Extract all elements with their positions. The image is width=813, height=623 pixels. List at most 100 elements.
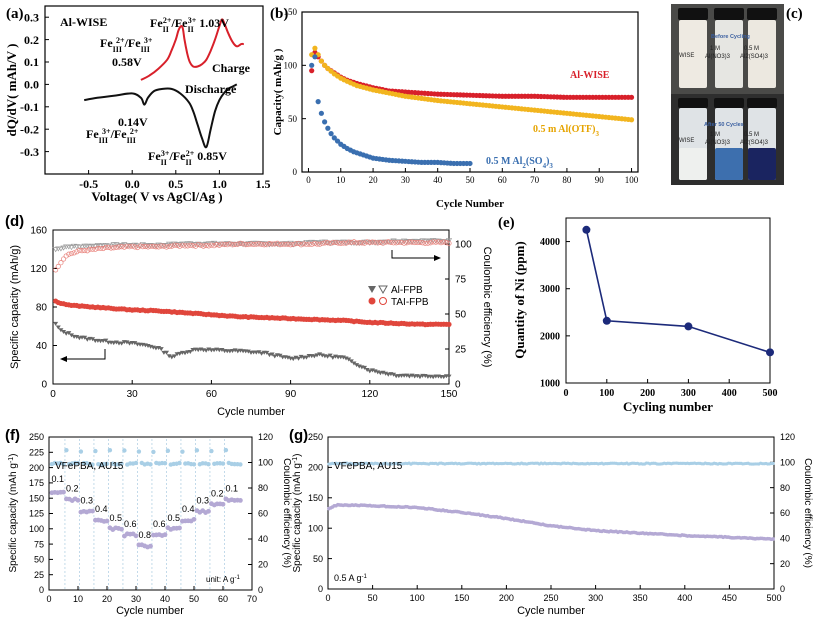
series-point <box>328 131 334 137</box>
ce-point-tai-fpb <box>227 241 233 247</box>
ce-point-tai-fpb <box>282 241 288 248</box>
ce-point-tai-fpb <box>348 239 354 246</box>
capacity-point-al-fpb <box>158 347 164 352</box>
y-tick-label: 0 <box>293 167 298 177</box>
ce-point-tai-fpb <box>443 240 449 246</box>
ce-point <box>209 448 214 454</box>
rate-label: 0.3 <box>196 496 209 506</box>
panel-g-y2label: Coulombic efficiency (%) <box>802 458 813 568</box>
ce-point-tai-fpb <box>119 244 125 250</box>
ce-point-tai-fpb <box>113 244 119 250</box>
ce-point-tai-fpb <box>417 239 423 245</box>
series-point <box>334 138 341 144</box>
ce-point-al-fpb <box>266 242 273 248</box>
panel-g-axes: 0 50 100 150 200 250 300 350 400 450 5000501001502… <box>308 432 795 603</box>
ce-point-tai-fpb <box>354 240 360 246</box>
ce-point-tai-fpb <box>311 241 317 247</box>
vial-cap-top <box>747 8 777 20</box>
ce-point-tai-fpb <box>198 242 204 248</box>
x-tick-label: 70 <box>530 175 540 185</box>
panel-e: (e) 0 100 200 300 400 500 1000 2000 3000 4000 Cyc… <box>498 215 778 414</box>
legend-tai-fpb: TAI-FPB <box>391 297 429 308</box>
ce-point-tai-fpb <box>398 239 405 246</box>
x-tick-label: 500 <box>763 388 778 399</box>
ce-point-tai-fpb <box>430 239 436 245</box>
caption-after: After 50 Cycles <box>704 122 744 128</box>
ce-point-tai-fpb <box>335 240 341 246</box>
x-tick-label: 90 <box>595 175 605 185</box>
ce-point-tai-fpb <box>187 242 193 248</box>
capacity-point-al-fpb <box>346 357 352 362</box>
x-tick-label: 0.0 <box>125 177 140 191</box>
ce-point <box>191 462 197 467</box>
ce-point-al-fpb <box>356 241 363 247</box>
y-tick-label: 50 <box>34 555 44 565</box>
ce-point-tai-fpb <box>404 240 410 246</box>
panel-f-xlabel: Cycle number <box>116 605 184 617</box>
ce-point-tai-fpb <box>340 240 346 246</box>
rate-label: 0.8 <box>138 530 151 540</box>
ce-point-tai-fpb <box>87 246 93 252</box>
ce-point-tai-fpb <box>148 243 154 249</box>
ce-point-al-fpb <box>263 241 270 247</box>
annot-058v: 0.58V <box>112 55 142 69</box>
ce-point-tai-fpb <box>380 240 386 246</box>
ce-point-tai-fpb <box>364 239 370 245</box>
ni-line <box>585 229 771 354</box>
y-tick-label: 125 <box>29 509 44 519</box>
vial-label-05m-top: 0.5 M <box>744 46 759 52</box>
y-tick-label: 50 <box>288 114 298 124</box>
capacity-point <box>61 489 66 495</box>
ce-point-tai-fpb <box>92 246 98 252</box>
ce-point-tai-fpb <box>414 240 420 246</box>
ce-point-tai-fpb <box>53 267 59 273</box>
vial-cap-top <box>714 8 744 20</box>
ce-point-tai-fpb <box>195 242 201 248</box>
vial-label-1m-top: 1 M <box>710 46 720 52</box>
x-tick-label: 80 <box>562 175 572 185</box>
ce-point-al-fpb <box>379 240 387 246</box>
annot-discharge: Discharge <box>185 82 237 96</box>
ce-point-tai-fpb <box>224 242 230 248</box>
capacity-point-al-fpb <box>293 355 299 360</box>
ce-point <box>238 462 243 467</box>
ce-point-tai-fpb <box>145 244 151 250</box>
panel-a: (a) -0.5 0.0 0.5 1.0 1.5 -0.3 -0.2 -0.1 0.0 0.1 0.… <box>4 5 271 204</box>
vial-label-al2so4-top: Al2(SO4)3 <box>740 54 769 60</box>
y-tick-label: 100 <box>284 60 298 70</box>
x-tick-label: 50 <box>466 175 476 185</box>
vial-cap-bottom <box>678 98 708 108</box>
legend-al-fpb-marker <box>368 286 376 293</box>
capacity-point-al-fpb <box>311 354 317 359</box>
x-tick-label: 0 <box>564 388 569 399</box>
x-tick-label: 0.5 <box>168 177 183 191</box>
y-tick-label: 2000 <box>540 331 560 342</box>
ce-point <box>119 461 124 466</box>
rate-label: 0.4 <box>95 504 108 514</box>
ce-point-tai-fpb <box>245 242 251 248</box>
ni-point <box>684 322 693 331</box>
y-tick-label: 40 <box>36 341 48 352</box>
series-point <box>628 94 635 100</box>
panel-a-ylabel: dQ/dV( mAh/V ) <box>4 44 19 137</box>
ce-point-tai-fpb <box>171 242 177 248</box>
ce-point-tai-fpb <box>193 243 199 249</box>
y-tick-label: 25 <box>34 570 44 580</box>
ce-point-tai-fpb <box>277 242 283 248</box>
x-tick-label: 400 <box>722 388 737 399</box>
capacity-point-al-fpb <box>203 348 209 353</box>
ce-point-tai-fpb <box>79 248 85 254</box>
ce-point-tai-fpb <box>132 244 138 250</box>
y-tick-label: -0.2 <box>20 122 39 136</box>
panel-b-ylabel: Capacity( mAh/g ) <box>272 48 284 135</box>
capacity-point-al-fpb <box>277 353 283 358</box>
ce-point-tai-fpb <box>306 241 312 247</box>
vial-label-wise-bottom: WISE <box>679 138 694 144</box>
x-tick-label: 50 <box>368 593 378 603</box>
capacity-point-al-fpb <box>169 355 175 360</box>
ce-point-tai-fpb <box>240 241 246 247</box>
ce-point-tai-fpb <box>301 241 307 247</box>
y-tick-label: 0.2 <box>24 33 39 47</box>
